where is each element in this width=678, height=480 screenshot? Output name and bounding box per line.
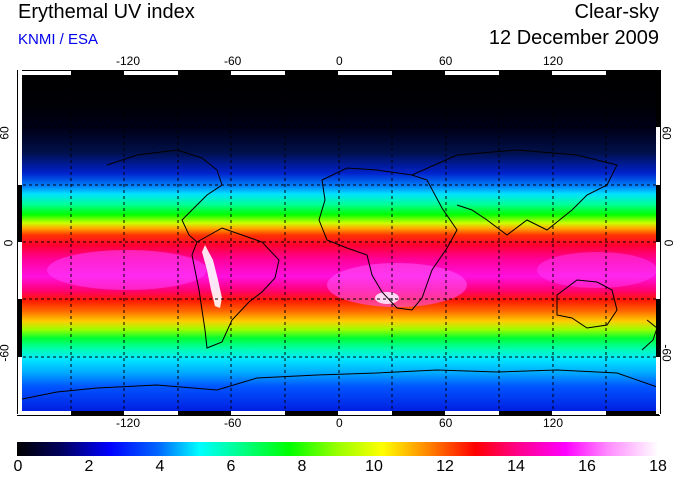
chart-title: Erythemal UV index bbox=[18, 1, 195, 23]
frame-right bbox=[656, 70, 661, 414]
colorbar-label: 14 bbox=[507, 458, 525, 475]
frame-left bbox=[17, 70, 22, 414]
lon-tick-bottom: -120 bbox=[116, 416, 141, 430]
lon-tick-top: 0 bbox=[336, 54, 343, 68]
colorbar-label: 16 bbox=[578, 458, 596, 475]
colorbar-label: 4 bbox=[155, 458, 165, 475]
lat-tick-left: -60 bbox=[0, 344, 12, 362]
colorbar bbox=[17, 442, 658, 456]
colorbar-label: 6 bbox=[226, 458, 236, 475]
lat-tick-left: 60 bbox=[0, 126, 12, 140]
colorbar-label: 10 bbox=[365, 458, 383, 475]
lon-tick-top: 60 bbox=[439, 54, 453, 68]
frame-bottom bbox=[17, 411, 660, 416]
lat-tick-right: 60 bbox=[659, 126, 674, 140]
source-label: KNMI / ESA bbox=[18, 31, 99, 48]
lat-tick-right: 0 bbox=[661, 239, 676, 247]
colorbar-label: 8 bbox=[297, 458, 307, 475]
lon-tick-top: 120 bbox=[543, 54, 564, 68]
lon-tick-bottom: -60 bbox=[224, 416, 242, 430]
colorbar-label: 0 bbox=[13, 458, 23, 475]
lat-tick-left: 0 bbox=[1, 239, 16, 247]
sky-mode-label: Clear-sky bbox=[574, 1, 659, 23]
frame-top bbox=[17, 70, 660, 75]
colorbar-label: 12 bbox=[436, 458, 454, 475]
lon-tick-bottom: 60 bbox=[439, 416, 453, 430]
lon-tick-bottom: 0 bbox=[336, 416, 343, 430]
lon-tick-top: -120 bbox=[116, 54, 141, 68]
uv-heatmap-svg bbox=[17, 70, 660, 414]
lon-tick-bottom: 120 bbox=[543, 416, 564, 430]
lat-tick-right: -60 bbox=[659, 344, 674, 362]
colorbar-label: 2 bbox=[84, 458, 94, 475]
lon-tick-top: -60 bbox=[224, 54, 242, 68]
date-label: 12 December 2009 bbox=[488, 27, 659, 49]
uv-index-map[interactable] bbox=[17, 70, 660, 414]
colorbar-label: 18 bbox=[649, 458, 667, 475]
